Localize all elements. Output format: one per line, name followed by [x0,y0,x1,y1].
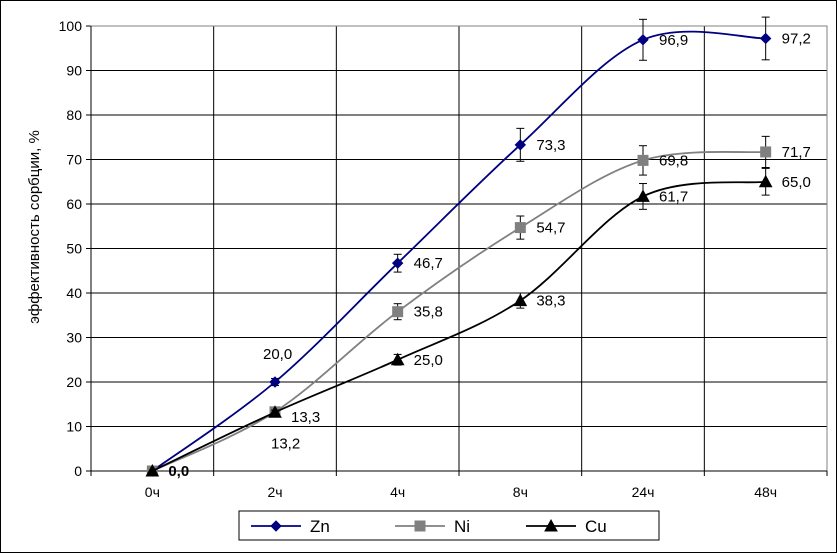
data-label: 38,3 [536,293,565,310]
data-label: 97,2 [782,30,811,47]
data-label: 71,7 [782,144,811,161]
data-label: 73,3 [536,137,565,154]
data-point-zn [269,376,281,388]
y-tick-labels: 0 10 20 30 40 50 60 70 80 90 100 [59,18,83,479]
data-point-zn [637,34,649,46]
data-label: 69,8 [659,152,688,169]
y-tick-label: 90 [66,63,82,79]
legend-marker [414,520,426,532]
x-tick-labels: 0ч 2ч 4ч 8ч 24ч 48ч [145,484,777,500]
x-tick-label: 48ч [754,484,777,500]
series-zn: 20,0 46,7 73,3 96,9 97,2 [146,16,811,477]
data-point-ni [392,306,404,318]
legend: Zn Ni Cu [238,510,660,541]
data-point-ni [637,154,649,166]
y-tick-label: 0 [74,463,82,479]
legend-marker [544,518,558,532]
y-tick-label: 60 [66,196,82,212]
data-label: 35,8 [414,304,443,321]
data-point-cu [145,463,160,477]
data-point-zn [514,139,527,151]
x-tick-label: 4ч [390,484,405,500]
y-tick-label: 10 [66,419,82,435]
x-tick-label: 24ч [632,484,655,500]
data-label: 20,0 [263,346,292,363]
data-point-cu [268,405,282,418]
legend-label: Zn [310,517,330,536]
y-axis-label: эффективность сорбции, % [26,130,43,324]
series-line-ni [151,150,766,472]
y-tick-label: 20 [66,374,82,390]
y-tick-label: 100 [59,18,83,34]
legend-box [238,510,660,541]
y-tick-label: 70 [66,152,82,168]
legend-marker [270,520,282,532]
series-ni: 13,3 35,8 54,7 69,8 71,7 [146,135,811,477]
data-label: 13,2 [271,435,300,452]
y-tick-label: 30 [66,330,82,346]
data-label: 65,0 [782,174,811,191]
series-layer: 20,0 46,7 73,3 96,9 97,2 13,3 35,8 54,7 69,8 71,7… [145,16,811,480]
data-label: 96,9 [659,32,688,49]
data-point-zn [759,32,772,45]
series-cu: 0,0 13,2 25,0 38,3 61,7 65,0 [145,167,811,480]
legend-label: Ni [454,517,470,536]
x-tick-label: 8ч [513,484,528,500]
data-label: 46,7 [414,255,443,272]
y-tick-label: 50 [66,241,82,257]
legend-item-zn: Zn [251,517,330,536]
y-tick-label: 80 [66,107,82,123]
data-point-cu [636,189,650,202]
y-tick-label: 40 [66,285,82,301]
legend-label: Cu [585,517,607,536]
data-point-ni [760,146,772,158]
series-line-cu [151,180,766,472]
x-tick-label: 2ч [267,484,282,500]
legend-item-ni: Ni [395,517,470,536]
data-point-cu [758,174,773,188]
axes [86,25,828,476]
gridlines [91,25,827,471]
data-label: 0,0 [168,463,189,480]
data-point-cu [390,352,405,366]
data-label: 13,3 [291,409,320,426]
data-point-ni [514,222,526,234]
data-label: 61,7 [659,188,688,205]
x-tick-label: 0ч [145,484,160,500]
data-label: 25,0 [414,352,443,369]
data-point-zn [391,257,404,269]
data-point-cu [513,293,528,307]
legend-item-cu: Cu [526,517,607,536]
data-label: 54,7 [536,220,565,237]
